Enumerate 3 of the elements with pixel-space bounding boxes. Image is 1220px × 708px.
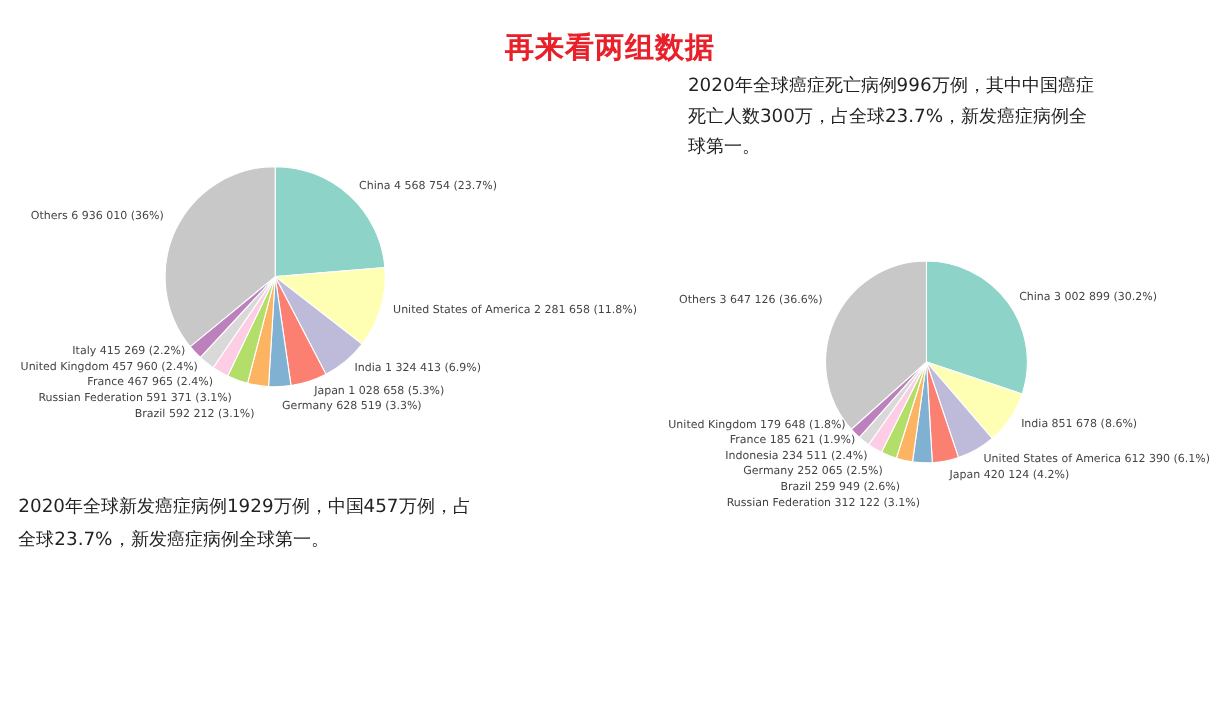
text: 2020年全球新发癌症病例1929万例，中国457万例，占全球23.7%，新发癌症病例全球第一。 [18, 496, 471, 552]
text: 2020年全球癌症死亡病例996万例，其中中国癌症死亡人数300万，占全球23.7%，新发癌症病例全球第一。 [687, 75, 1094, 159]
chart-title: 再来看两组数据 [502, 30, 715, 65]
